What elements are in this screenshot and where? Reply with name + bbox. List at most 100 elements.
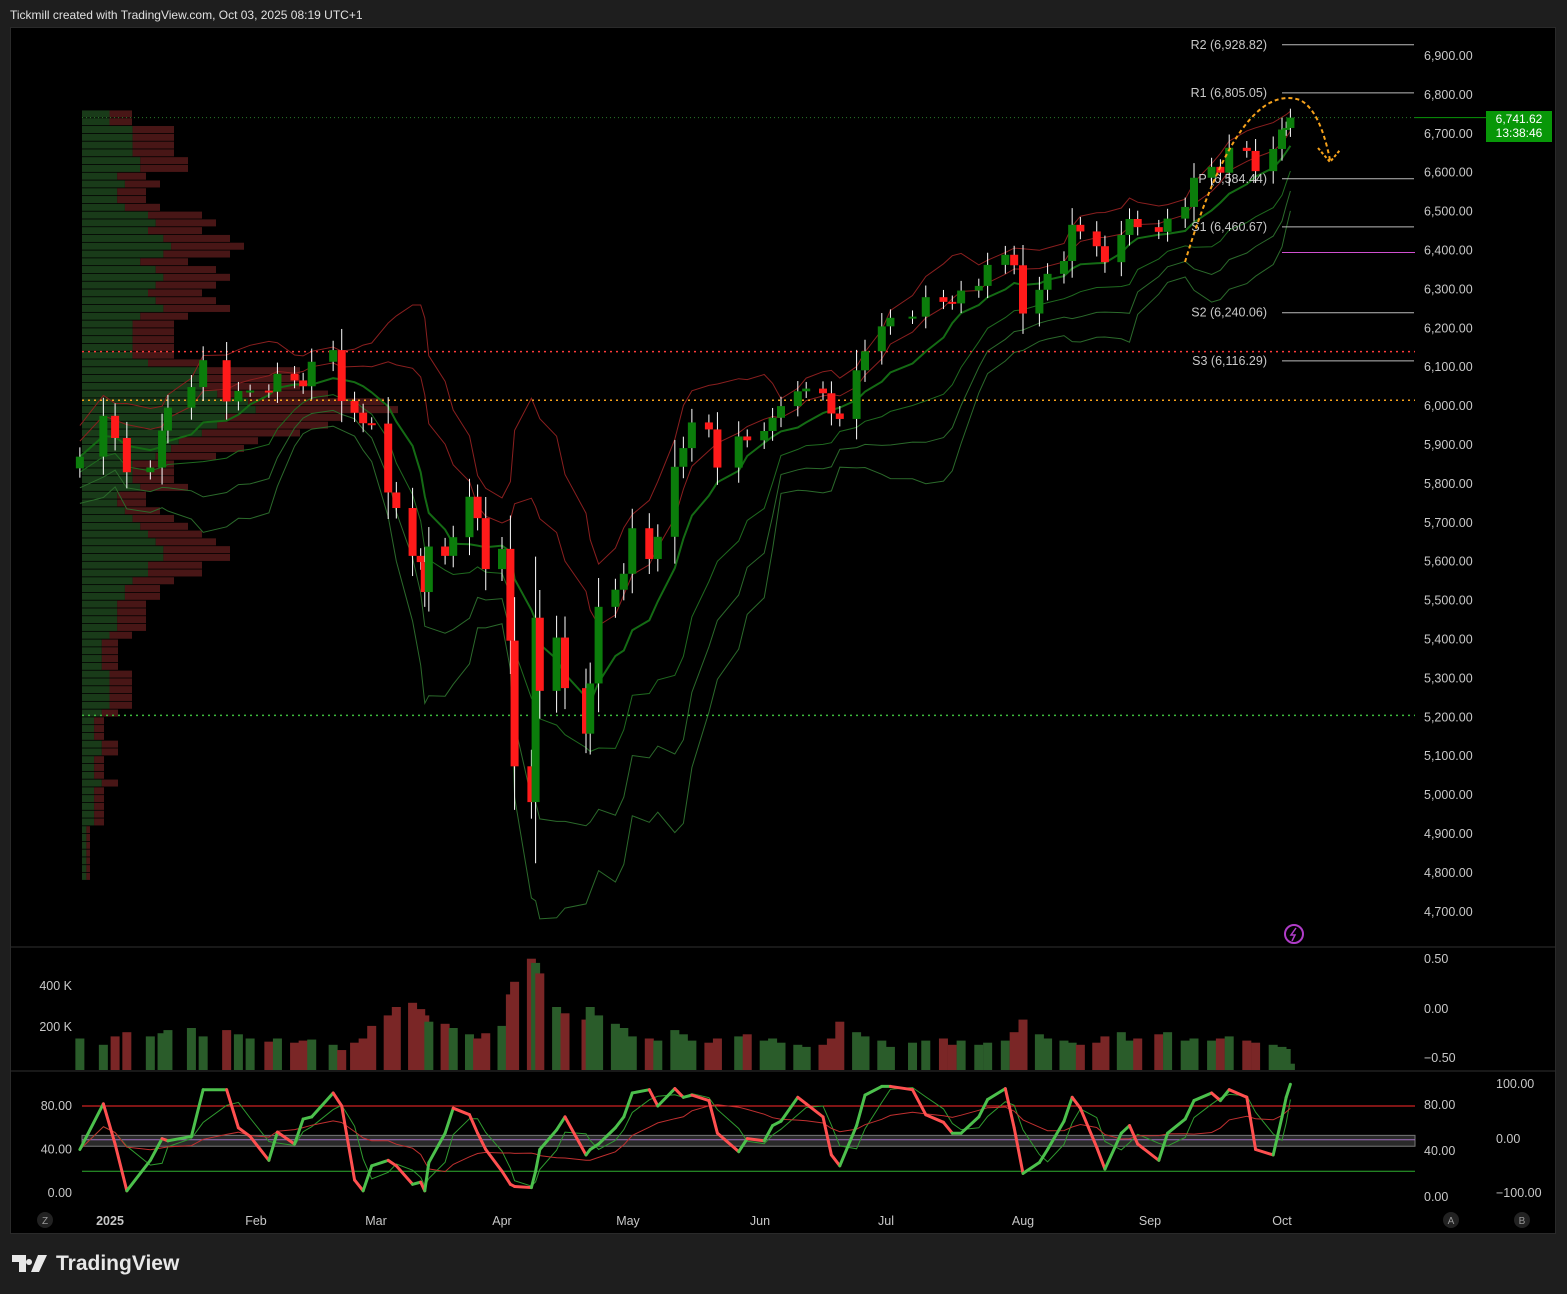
volume-profile-bar-up <box>82 740 102 748</box>
volume-profile-bar-up <box>82 250 164 258</box>
volume-profile-bar-down <box>171 445 244 452</box>
price-tick-label: 5,400.00 <box>1424 633 1473 647</box>
candle-body <box>506 548 515 641</box>
osc-main-line-segment <box>737 1137 749 1154</box>
volume-bar <box>1075 1044 1085 1070</box>
osc-main-line-segment <box>555 1115 567 1132</box>
time-tick-label: Jul <box>878 1214 894 1228</box>
candle-body <box>713 429 722 468</box>
osc-main-line-segment <box>331 1091 344 1108</box>
candle-body <box>199 360 208 388</box>
candle-body <box>392 492 401 509</box>
b-button[interactable]: B <box>1514 1212 1530 1228</box>
volume-profile-bar-up <box>82 312 141 320</box>
volume-profile-bar-up <box>82 258 141 266</box>
volume-profile-bar-down <box>94 802 104 810</box>
osc-main-line-segment <box>911 1088 928 1117</box>
volume-profile-bar-down <box>171 242 244 250</box>
osc-main-line-segment <box>563 1115 588 1157</box>
volume-profile-bar-up <box>82 771 95 779</box>
volume-profile-bar-down <box>94 810 104 818</box>
candle-body <box>350 401 359 413</box>
volume-bar <box>1281 1049 1291 1070</box>
volume-bar <box>552 1007 562 1070</box>
a-button-bg <box>1443 1212 1459 1228</box>
chart-frame[interactable] <box>10 27 1556 1234</box>
volume-bar <box>947 1044 957 1070</box>
volume-profile-bar-up <box>82 686 110 694</box>
osc-main-line-segment <box>977 1097 990 1119</box>
volume-bar <box>350 1042 360 1070</box>
volume-profile-bar-up <box>82 857 87 865</box>
volume-profile-bar-down <box>132 351 174 359</box>
volume-bar <box>497 1025 507 1070</box>
osc-main-line-segment <box>924 1113 945 1124</box>
osc-main-line-segment <box>500 1169 512 1186</box>
volume-profile-bar-down <box>117 499 146 507</box>
volume-bar <box>1163 1032 1173 1070</box>
volume-bar <box>408 1002 418 1070</box>
volume-bar <box>1125 1040 1135 1070</box>
volume-profile-bar-up <box>82 647 102 655</box>
price-tick-label: 4,800.00 <box>1424 866 1473 880</box>
candle-body <box>187 387 196 408</box>
osc-main-line-segment <box>1227 1088 1249 1099</box>
volume-bar <box>75 1038 85 1070</box>
volume-profile-bar-up <box>82 468 133 476</box>
osc-right-axis-label: 80.00 <box>1424 1098 1455 1112</box>
osc-main-line-segment <box>275 1130 297 1146</box>
volume-bar <box>860 1036 870 1070</box>
volume-bar <box>307 1039 317 1070</box>
volume-bar <box>956 1040 966 1070</box>
volume-profile-bar-up <box>82 452 156 460</box>
a-button[interactable]: A <box>1443 1212 1459 1228</box>
tradingview-logo-icon <box>12 1255 47 1272</box>
volume-axis-label: 200 K <box>39 1020 72 1034</box>
volume-bar <box>391 1007 401 1070</box>
candle-body <box>670 466 679 537</box>
price-tick-label: 5,500.00 <box>1424 594 1473 608</box>
volume-profile-bar-up <box>82 748 102 756</box>
volume-bar <box>122 1032 132 1070</box>
volume-bar <box>1059 1040 1069 1070</box>
volume-bar <box>793 1044 803 1070</box>
time-tick-label: Aug <box>1012 1214 1034 1228</box>
candle-body <box>510 640 519 767</box>
price-tick-label: 5,300.00 <box>1424 671 1473 685</box>
projection-arrowhead <box>1317 147 1341 164</box>
volume-profile-bar-up <box>82 126 133 134</box>
candle-body <box>290 373 299 381</box>
volume-profile-bar-down <box>101 639 118 647</box>
volume-profile-bar-down <box>132 126 174 134</box>
volume-bar <box>1268 1044 1278 1070</box>
volume-profile-bar-down <box>155 281 216 289</box>
volume-bar <box>358 1038 368 1070</box>
candle-body <box>146 467 155 473</box>
volume-profile-bar-up <box>82 538 156 546</box>
volume-bar <box>908 1042 918 1070</box>
z-button[interactable]: Z <box>37 1212 53 1228</box>
candle-body <box>743 436 752 441</box>
volume-bar <box>1189 1038 1199 1070</box>
bollinger-band-line <box>79 170 1291 753</box>
volume-profile-bar-up <box>82 631 110 639</box>
volume-bar <box>264 1041 274 1070</box>
volume-profile-bar-up <box>82 297 156 305</box>
price-tick-label: 5,800.00 <box>1424 477 1473 491</box>
moving-average-line <box>79 145 1292 705</box>
volume-profile-bar-up <box>82 600 118 608</box>
volume-profile-bar-down <box>155 452 216 460</box>
candle-body <box>1190 177 1198 207</box>
volume-profile-bar-up <box>82 234 164 242</box>
volume-bar <box>1180 1040 1190 1070</box>
osc-main-line-segment <box>236 1126 252 1138</box>
osc-main-line-segment <box>394 1164 415 1186</box>
price-tick-label: 6,400.00 <box>1424 244 1473 258</box>
candle-body <box>111 415 120 438</box>
candle-body <box>561 637 569 689</box>
candle-body <box>948 301 957 304</box>
osc-main-line-segment <box>613 1115 626 1130</box>
osc-main-line-segment <box>1012 1126 1025 1175</box>
tradingview-logo[interactable]: TradingView <box>12 1252 179 1276</box>
